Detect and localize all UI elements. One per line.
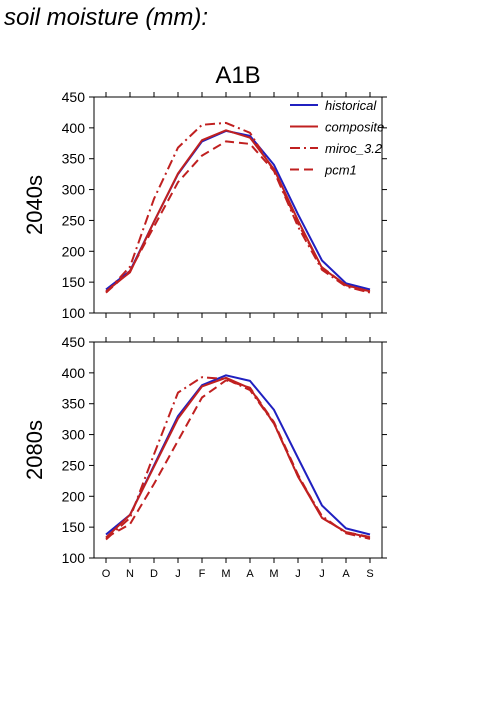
panel-2-xtick-label: S [366,568,373,580]
panel-2-xtick-label: J [319,568,325,580]
panel-1-series-pcm1 [105,140,371,294]
panel-2-series-pcm1 [105,379,371,539]
panel-2-ytick-label: 100 [62,550,86,566]
panel-2-ytick-label: 150 [62,519,86,535]
panel-1-frame [93,96,383,314]
panel-1-ytick-label: 100 [62,305,86,321]
panel-2-xtick-label: M [269,568,278,580]
panel-1-ytick-label: 300 [62,182,86,198]
panel-2-ytick-label: 200 [62,488,86,504]
panel-1-ytick-label: 450 [62,89,86,105]
panel-2-xtick-label: A [246,568,254,580]
panel-2-xtick-label: M [221,568,230,580]
panel-1-series-miroc-3-2 [105,121,371,294]
panel-2-series-historical [105,374,371,536]
panel-2-xtick-label: O [102,568,111,580]
panel-1-title: A1B [215,62,260,89]
panel-2-series-miroc-3-2 [105,376,371,541]
panel-2-xtick-label: J [295,568,301,580]
panel-1-ytick-label: 200 [62,243,86,259]
panel-2-frame [93,341,383,559]
page-heading: soil moisture (mm): [4,4,209,31]
panel-2-xtick-label: J [175,568,181,580]
legend-label: composite [325,120,384,135]
panel-2-ytick-label: 350 [62,396,86,412]
panel-1-ytick-label: 150 [62,274,86,290]
legend-label: pcm1 [324,163,357,178]
panel-2-ytick-label: 300 [62,427,86,443]
panel-2-xtick-label: N [126,568,134,580]
panel-2-xtick-label: F [199,568,206,580]
panel-2-ytick-label: 450 [62,334,86,350]
panel-1-ytick-label: 400 [62,120,86,136]
panel-2-ylabel: 2080s [22,420,47,480]
panel-1-ylabel: 2040s [22,175,47,235]
legend-label: historical [325,98,377,113]
panel-2-ytick-label: 250 [62,457,86,473]
legend-label: miroc_3.2 [325,141,383,156]
panel-1-ytick-label: 350 [62,151,86,167]
panel-2-ytick-label: 400 [62,365,86,381]
panel-1-ytick-label: 250 [62,212,86,228]
panel-2-xtick-label: A [342,568,350,580]
panel-2-xtick-label: D [150,568,158,580]
